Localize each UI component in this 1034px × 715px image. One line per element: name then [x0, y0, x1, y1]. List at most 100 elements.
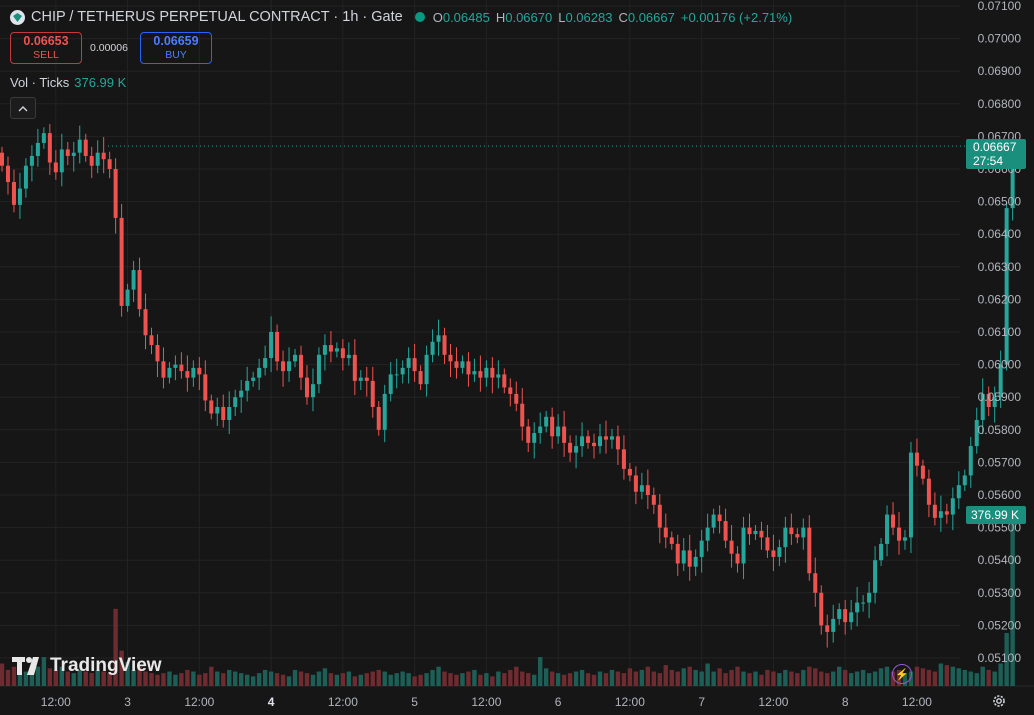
volume-bar	[47, 668, 53, 686]
volume-bar	[693, 669, 698, 686]
volume-legend[interactable]: Vol · Ticks 376.99 K	[10, 75, 126, 90]
volume-bar	[17, 673, 23, 686]
candle-body	[753, 530, 758, 535]
candle-body	[59, 149, 64, 173]
volume-bar	[633, 671, 639, 686]
volume-value-label: 376.99 K	[966, 506, 1026, 524]
x-tick-label: 12:00	[902, 695, 932, 709]
candle-body	[1010, 146, 1015, 209]
candle-body	[448, 354, 453, 362]
candle-body	[436, 335, 441, 342]
volume-bar	[783, 669, 788, 686]
volume-bar	[430, 669, 435, 686]
candle-body	[920, 465, 925, 479]
candle-body	[843, 609, 848, 623]
brand-name: TradingView	[50, 655, 162, 676]
candle-body	[131, 270, 136, 290]
candle-body	[914, 452, 919, 466]
candle-body	[466, 361, 471, 375]
volume-bar	[460, 673, 465, 686]
x-tick-label: 7	[698, 695, 705, 709]
lightning-icon[interactable]: ⚡	[892, 664, 912, 684]
volume-bar	[651, 671, 657, 686]
candle-body	[17, 188, 22, 205]
candle-body	[526, 426, 531, 443]
volume-bar	[615, 671, 621, 686]
volume-bar	[364, 673, 369, 686]
candle-body	[508, 387, 513, 394]
candle-body	[107, 159, 112, 169]
tradingview-logo-icon	[12, 657, 39, 675]
volume-bar	[418, 674, 423, 686]
candle-body	[221, 406, 226, 421]
x-tick-label: 12:00	[41, 695, 71, 709]
volume-bar	[478, 674, 483, 686]
x-tick-label: 5	[411, 695, 418, 709]
volume-bar	[567, 673, 573, 686]
volume-bar	[657, 673, 662, 686]
y-tick-label: 0.06200	[978, 292, 1022, 306]
volume-bar	[675, 671, 680, 686]
y-tick-label: 0.06300	[978, 260, 1022, 274]
symbol-title[interactable]: CHIP / TETHERUS PERPETUAL CONTRACT · 1h …	[31, 9, 403, 25]
volume-bar	[454, 674, 459, 686]
y-axis[interactable]: 0.071000.070000.069000.068000.067000.066…	[978, 0, 1022, 665]
volume-bar	[167, 671, 172, 686]
volume-bar	[119, 650, 124, 686]
volume-bar	[101, 671, 106, 686]
volume-bar	[807, 666, 812, 686]
volume-bar	[155, 674, 160, 686]
candle-body	[490, 367, 495, 378]
gear-icon[interactable]	[990, 692, 1008, 710]
tradingview-logo[interactable]: TradingView	[12, 655, 162, 677]
candle-body	[478, 371, 483, 378]
candle-body	[867, 592, 872, 603]
candle-body	[681, 550, 686, 564]
volume-bars	[0, 514, 1015, 686]
collapse-legend-button[interactable]	[10, 97, 36, 119]
candle-body	[765, 537, 770, 551]
volume-bar	[352, 676, 358, 686]
candle-body	[603, 436, 608, 440]
candle-body	[950, 498, 955, 515]
volume-bar	[699, 671, 704, 686]
volume-bar	[472, 669, 477, 686]
candle-body	[574, 446, 579, 453]
volume-bar	[412, 676, 417, 686]
sell-button[interactable]: 0.06653 SELL	[10, 32, 82, 64]
volume-bar	[819, 671, 824, 686]
volume-bar	[5, 669, 11, 686]
candle-body	[908, 452, 913, 538]
candle-body	[370, 380, 375, 407]
volume-bar	[938, 663, 944, 686]
volume-bar	[532, 674, 537, 686]
candle-body	[472, 371, 477, 375]
volume-bar	[549, 671, 555, 686]
candle-body	[568, 442, 573, 453]
volume-bar	[197, 674, 202, 686]
buy-button[interactable]: 0.06659 BUY	[140, 32, 212, 64]
volume-bar	[753, 671, 758, 686]
candle-body	[651, 495, 656, 505]
volume-bar	[227, 669, 232, 686]
candle-body	[932, 504, 937, 518]
candle-body	[771, 550, 776, 557]
candle-body	[813, 573, 818, 593]
volume-legend-label: Vol · Ticks	[10, 75, 70, 90]
volume-bar	[298, 671, 304, 686]
candle-body	[35, 142, 40, 156]
volume-bar	[777, 673, 782, 686]
candle-body	[544, 416, 549, 427]
sell-label: SELL	[33, 49, 59, 61]
volume-bar	[986, 669, 991, 686]
candle-body	[161, 361, 166, 378]
candle-body	[185, 371, 190, 378]
volume-bar	[520, 671, 525, 686]
candle-body	[442, 335, 447, 355]
volume-bar	[496, 671, 501, 686]
x-tick-label: 12:00	[758, 695, 788, 709]
x-axis[interactable]: 12:00 3 12:00 4 12:00 5 12:00 6 12:00 7 12:00 8 12:0…	[41, 695, 932, 709]
volume-legend-value: 376.99 K	[74, 75, 127, 90]
volume-bar	[645, 666, 651, 686]
